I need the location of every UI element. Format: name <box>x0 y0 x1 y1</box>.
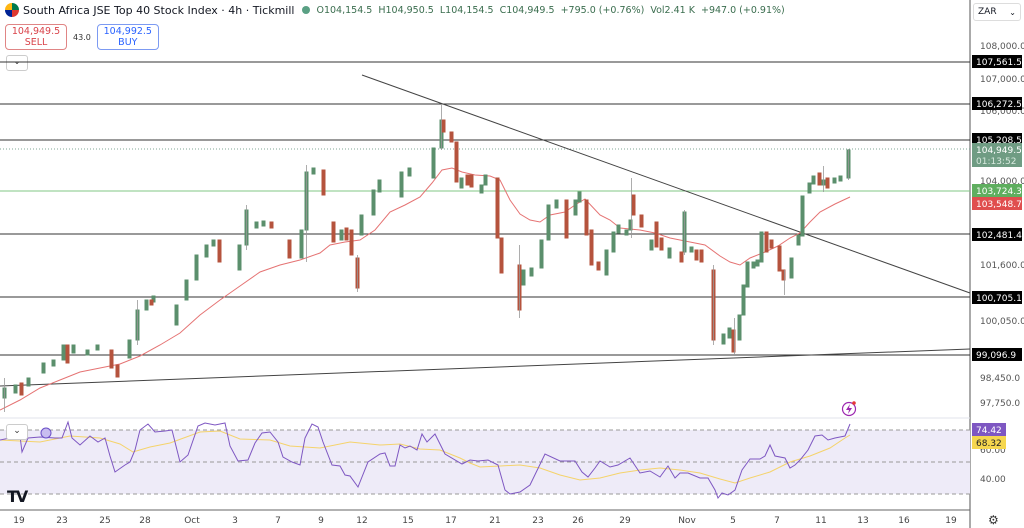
svg-text:23: 23 <box>56 516 67 526</box>
price-tick: 106,000.0 <box>980 107 1024 117</box>
sell-label: SELL <box>24 37 48 48</box>
price-tick: 97,750.0 <box>980 399 1020 409</box>
svg-text:5: 5 <box>730 516 736 526</box>
svg-text:Nov: Nov <box>678 516 696 526</box>
svg-text:23: 23 <box>532 516 543 526</box>
buy-price: 104,992.5 <box>103 26 152 37</box>
svg-text:105,208.5: 105,208.5 <box>976 136 1022 146</box>
candlesticks <box>2 105 851 412</box>
currency-label: ZAR <box>978 7 997 17</box>
svg-text:Oct: Oct <box>184 516 200 526</box>
ascending-trendline <box>0 348 971 387</box>
svg-text:107,561.5: 107,561.5 <box>976 58 1022 68</box>
level-labels: 107,561.5 106,272.5 105,208.5 102,481.4 … <box>972 55 1022 361</box>
svg-text:99,096.9: 99,096.9 <box>976 351 1016 361</box>
svg-text:29: 29 <box>619 516 631 526</box>
rsi-tick: 60.00 <box>980 446 1006 456</box>
price-tick: 100,050.0 <box>980 317 1024 327</box>
svg-text:26: 26 <box>572 516 584 526</box>
svg-text:74.42: 74.42 <box>976 426 1002 436</box>
svg-text:16: 16 <box>898 516 910 526</box>
chevron-down-icon: ⌄ <box>1009 7 1016 17</box>
buy-button[interactable]: 104,992.5 BUY <box>96 24 159 50</box>
currency-selector[interactable]: ZAR ⌄ <box>973 3 1021 21</box>
svg-text:12: 12 <box>356 516 367 526</box>
svg-text:104,949.5: 104,949.5 <box>976 146 1022 156</box>
svg-text:103,724.3: 103,724.3 <box>976 187 1022 197</box>
volume-change-value: +947.0 (+0.91%) <box>701 4 785 16</box>
south-africa-flag-icon <box>5 3 19 17</box>
chart-header: South Africa JSE Top 40 Stock Index · 4h… <box>0 0 970 20</box>
svg-text:100,705.1: 100,705.1 <box>976 294 1022 304</box>
svg-text:21: 21 <box>489 516 500 526</box>
svg-text:11: 11 <box>815 516 826 526</box>
market-status-dot <box>302 6 311 14</box>
svg-text:15: 15 <box>402 516 413 526</box>
replay-icon <box>40 427 52 439</box>
green-level-label <box>972 184 1022 197</box>
symbol-title[interactable]: South Africa JSE Top 40 Stock Index · 4h… <box>23 3 295 17</box>
change-value: +795.0 (+0.76%) <box>560 4 645 16</box>
chevron-down-icon: ⌄ <box>13 426 21 436</box>
spread-value: 43.0 <box>73 32 91 42</box>
moving-average-line <box>0 167 851 411</box>
lightning-event-icon <box>841 401 857 417</box>
trade-panel: 104,949.5 SELL 43.0 104,992.5 BUY <box>5 24 159 50</box>
price-tick: 98,450.0 <box>980 374 1020 384</box>
rsi-value-label <box>972 423 1006 436</box>
rsi-tick: 40.00 <box>980 475 1006 485</box>
current-price-label <box>972 143 1022 167</box>
sell-price: 104,949.5 <box>11 26 61 37</box>
price-tick: 101,600.0 <box>980 261 1024 271</box>
svg-text:19: 19 <box>945 516 957 526</box>
rsi-line <box>0 420 851 499</box>
svg-text:106,272.5: 106,272.5 <box>976 100 1022 110</box>
svg-text:102,481.4: 102,481.4 <box>976 231 1022 241</box>
low-value: L104,154.5 <box>439 4 494 16</box>
svg-text:68.32: 68.32 <box>976 439 1002 449</box>
time-axis: 19 23 25 28 Oct 3 7 9 12 15 17 21 23 26 … <box>13 516 957 526</box>
ohlc-values: O104,154.5 H104,950.5 L104,154.5 C104,94… <box>316 5 787 16</box>
high-value: H104,950.5 <box>378 4 434 16</box>
volume-value: Vol2.41 K <box>650 4 695 16</box>
svg-text:103,548.7: 103,548.7 <box>976 200 1022 210</box>
rsi-collapse-button[interactable]: ⌄ <box>6 424 28 440</box>
horizontal-levels <box>0 61 970 356</box>
svg-text:3: 3 <box>232 516 238 526</box>
close-value: C104,949.5 <box>499 4 555 16</box>
svg-text:17: 17 <box>445 516 456 526</box>
svg-text:9: 9 <box>318 516 324 526</box>
rsi-ma-value-label <box>972 436 1006 449</box>
tradingview-logo[interactable]: TV <box>7 487 28 506</box>
price-tick: 108,000.0 <box>980 42 1024 52</box>
svg-text:7: 7 <box>774 516 780 526</box>
open-value: O104,154.5 <box>316 4 373 16</box>
settings-gear-icon[interactable]: ⚙ <box>988 513 999 527</box>
svg-text:25: 25 <box>99 516 110 526</box>
sell-button[interactable]: 104,949.5 SELL <box>5 24 67 50</box>
countdown: 01:13:52 <box>976 157 1016 167</box>
svg-text:28: 28 <box>139 516 151 526</box>
svg-text:13: 13 <box>857 516 868 526</box>
price-tick: 107,000.0 <box>980 75 1024 85</box>
descending-trendline <box>361 74 971 294</box>
svg-text:19: 19 <box>13 516 25 526</box>
svg-text:7: 7 <box>275 516 281 526</box>
buy-label: BUY <box>118 37 138 48</box>
ma-label <box>972 197 1022 210</box>
price-tick: 104,000.0 <box>980 177 1024 187</box>
